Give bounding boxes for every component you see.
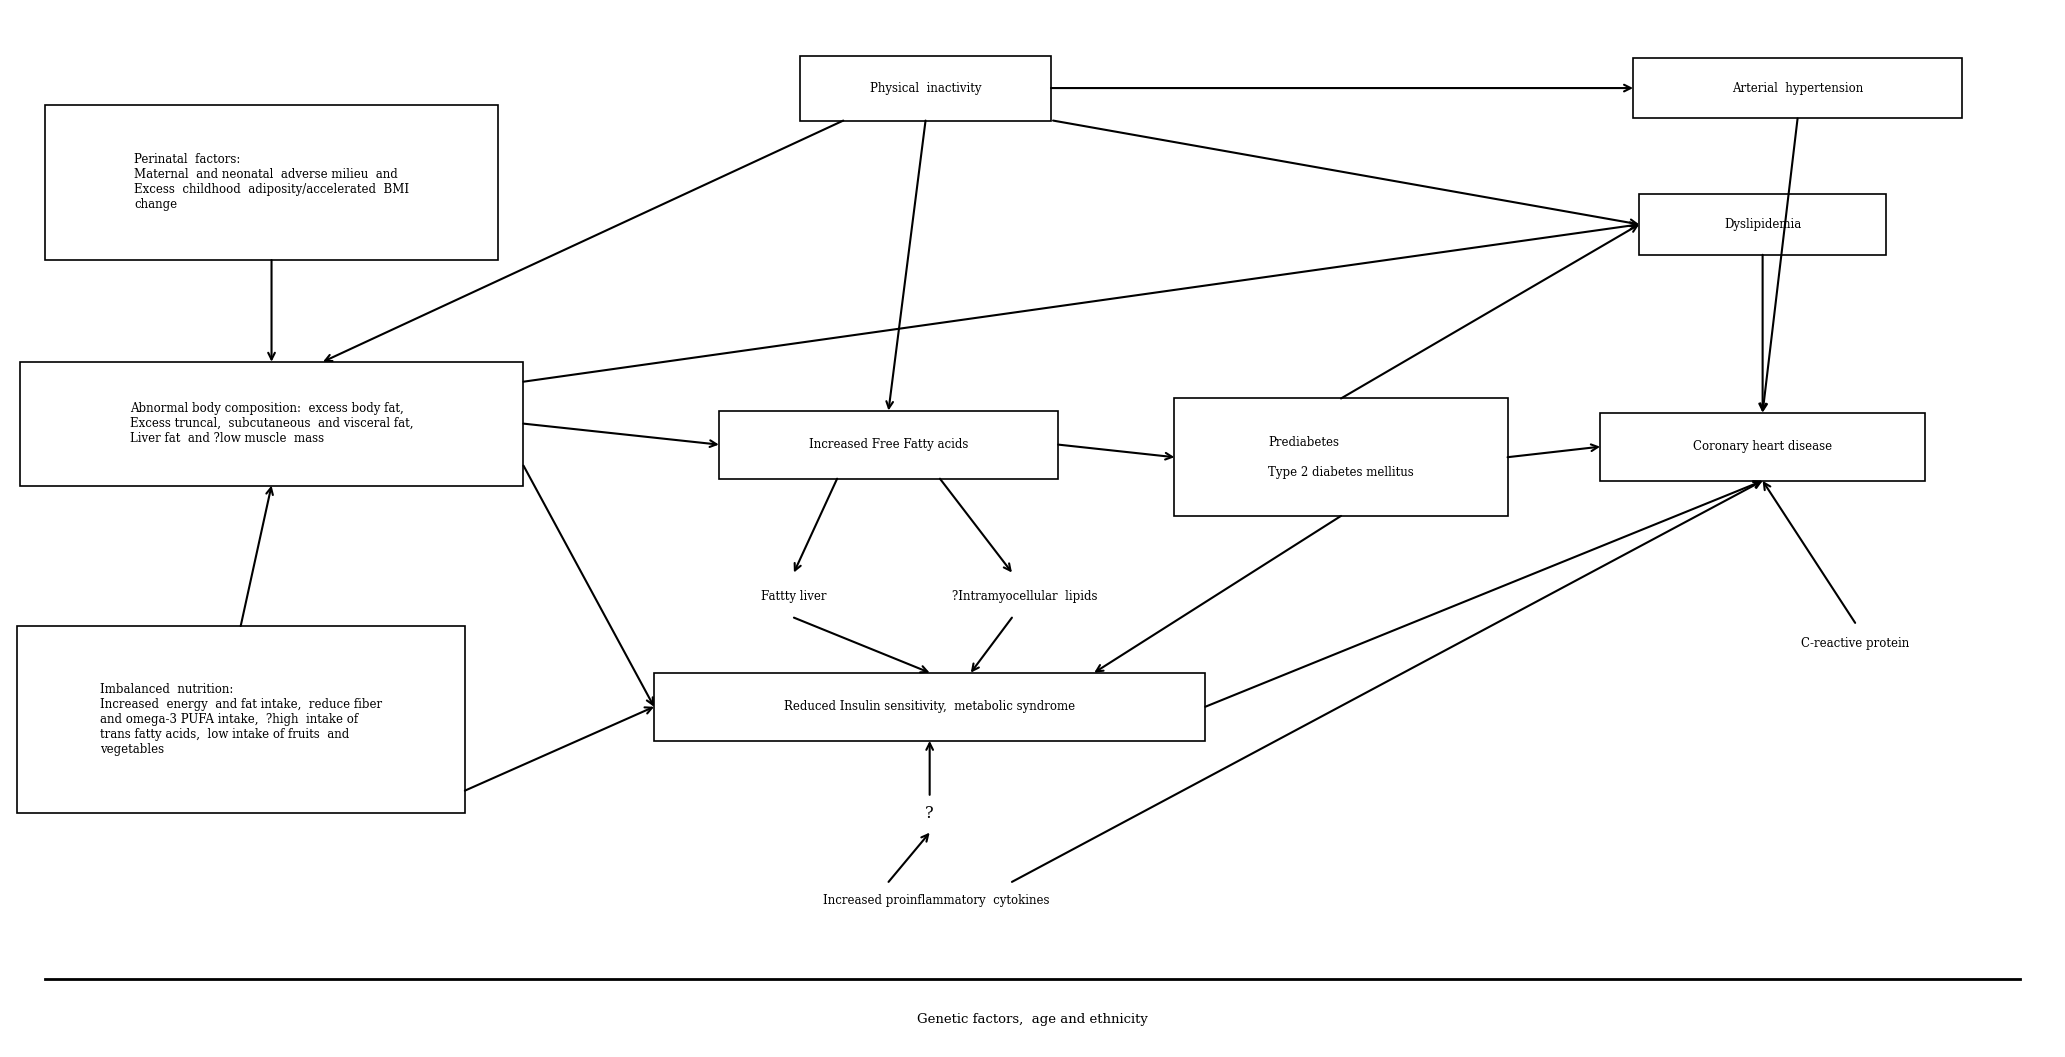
- Text: C-reactive protein: C-reactive protein: [1801, 637, 1910, 650]
- Text: Abnormal body composition:  excess body fat,
Excess truncal,  subcutaneous  and : Abnormal body composition: excess body f…: [130, 402, 413, 445]
- Text: Dyslipidemia: Dyslipidemia: [1724, 218, 1801, 230]
- FancyBboxPatch shape: [655, 672, 1206, 741]
- Text: Reduced Insulin sensitivity,  metabolic syndrome: Reduced Insulin sensitivity, metabolic s…: [785, 701, 1076, 713]
- Text: ?: ?: [925, 805, 933, 822]
- Text: Arterial  hypertension: Arterial hypertension: [1733, 81, 1863, 94]
- Text: Prediabetes

Type 2 diabetes mellitus: Prediabetes Type 2 diabetes mellitus: [1268, 435, 1415, 479]
- FancyBboxPatch shape: [799, 56, 1051, 120]
- FancyBboxPatch shape: [1600, 412, 1925, 481]
- FancyBboxPatch shape: [17, 626, 465, 813]
- FancyBboxPatch shape: [1175, 398, 1507, 516]
- Text: Imbalanced  nutrition:
Increased  energy  and fat intake,  reduce fiber
and omeg: Imbalanced nutrition: Increased energy a…: [99, 683, 382, 756]
- Text: Increased proinflammatory  cytokines: Increased proinflammatory cytokines: [822, 894, 1049, 907]
- Text: ?Intramyocellular  lipids: ?Intramyocellular lipids: [952, 590, 1097, 604]
- Text: Perinatal  factors:
Maternal  and neonatal  adverse milieu  and
Excess  childhoo: Perinatal factors: Maternal and neonatal…: [134, 153, 409, 211]
- Text: Coronary heart disease: Coronary heart disease: [1693, 440, 1832, 453]
- Text: Fattty liver: Fattty liver: [762, 590, 826, 604]
- FancyBboxPatch shape: [1640, 194, 1885, 255]
- FancyBboxPatch shape: [19, 361, 522, 485]
- Text: Physical  inactivity: Physical inactivity: [869, 81, 981, 94]
- FancyBboxPatch shape: [719, 410, 1057, 479]
- FancyBboxPatch shape: [45, 105, 498, 260]
- FancyBboxPatch shape: [1633, 58, 1962, 118]
- Text: Genetic factors,  age and ethnicity: Genetic factors, age and ethnicity: [917, 1013, 1148, 1025]
- Text: Increased Free Fatty acids: Increased Free Fatty acids: [809, 438, 968, 451]
